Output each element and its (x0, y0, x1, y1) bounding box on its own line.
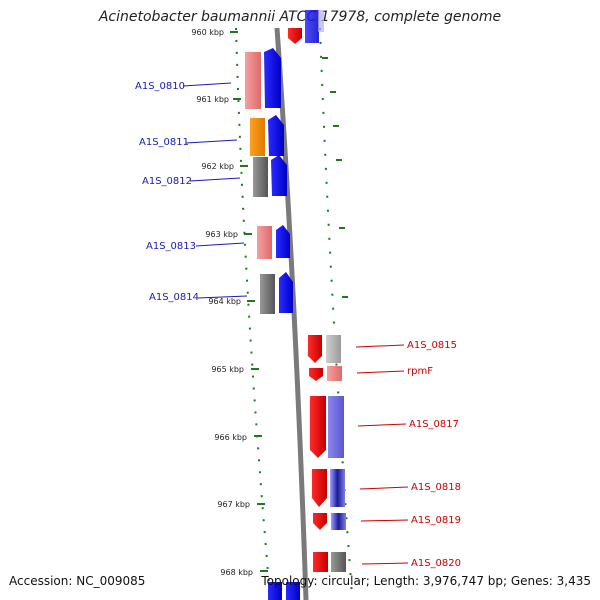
gene-label-a1s-0812[interactable]: A1S_0812 (142, 176, 192, 187)
gene-feature (330, 469, 345, 507)
gene-feature (276, 225, 290, 258)
gene-feature (250, 118, 265, 156)
tick-marks (230, 31, 348, 572)
gene-feature (288, 28, 302, 44)
gene-label-a1s-0819[interactable]: A1S_0819 (411, 515, 461, 526)
backbone-arc (274, 27, 309, 600)
gene-feature (268, 115, 284, 156)
gene-feature (313, 552, 328, 572)
gene-feature (253, 157, 268, 197)
outer-track-right (319, 27, 353, 596)
map-title: Acinetobacter baumannii ATCC 17978, comp… (98, 9, 502, 25)
gene-label-a1s-0818[interactable]: A1S_0818 (411, 482, 461, 493)
tick-label: 965 kbp (211, 365, 244, 374)
gene-label-a1s-0811[interactable]: A1S_0811 (139, 137, 189, 148)
gene-feature (245, 52, 261, 109)
gene-feature (308, 335, 322, 363)
accession-text: Accession: NC_009085 (9, 574, 146, 588)
gene-label-a1s-0814[interactable]: A1S_0814 (149, 292, 199, 303)
gene-feature (312, 469, 327, 507)
gene-feature (327, 366, 342, 381)
gene-feature (326, 335, 341, 363)
tick-label: 960 kbp (191, 28, 224, 37)
tick-label: 964 kbp (208, 297, 241, 306)
tick-label: 968 kbp (220, 568, 253, 577)
gene-feature (279, 272, 293, 313)
gene-label-a1s-0817[interactable]: A1S_0817 (409, 419, 459, 430)
gene-feature (271, 155, 287, 196)
tick-label: 963 kbp (205, 230, 238, 239)
gene-label-a1s-0810[interactable]: A1S_0810 (135, 81, 185, 92)
tick-label: 966 kbp (214, 433, 247, 442)
tick-label: 961 kbp (196, 95, 229, 104)
topology-text: Topology: circular; Length: 3,976,747 bp… (261, 574, 591, 588)
gene-label-a1s-0820[interactable]: A1S_0820 (411, 558, 461, 569)
tick-label: 967 kbp (217, 500, 250, 509)
gene-label-rpmf[interactable]: rpmF (407, 366, 433, 377)
gene-feature (331, 513, 346, 530)
gene-feature (268, 582, 282, 600)
gene-label-a1s-0813[interactable]: A1S_0813 (146, 241, 196, 252)
gene-feature (313, 513, 327, 530)
gene-feature (257, 226, 272, 259)
gene-label-a1s-0815[interactable]: A1S_0815 (407, 340, 457, 351)
gene-feature (310, 396, 326, 458)
gene-feature (309, 368, 323, 381)
gene-feature (264, 48, 281, 108)
gene-feature (318, 10, 324, 32)
tick-label: 962 kbp (201, 162, 234, 171)
gene-feature (286, 582, 300, 600)
gene-feature (305, 10, 319, 43)
gene-feature (331, 552, 346, 572)
gene-feature (328, 396, 344, 458)
gene-feature (260, 274, 275, 314)
